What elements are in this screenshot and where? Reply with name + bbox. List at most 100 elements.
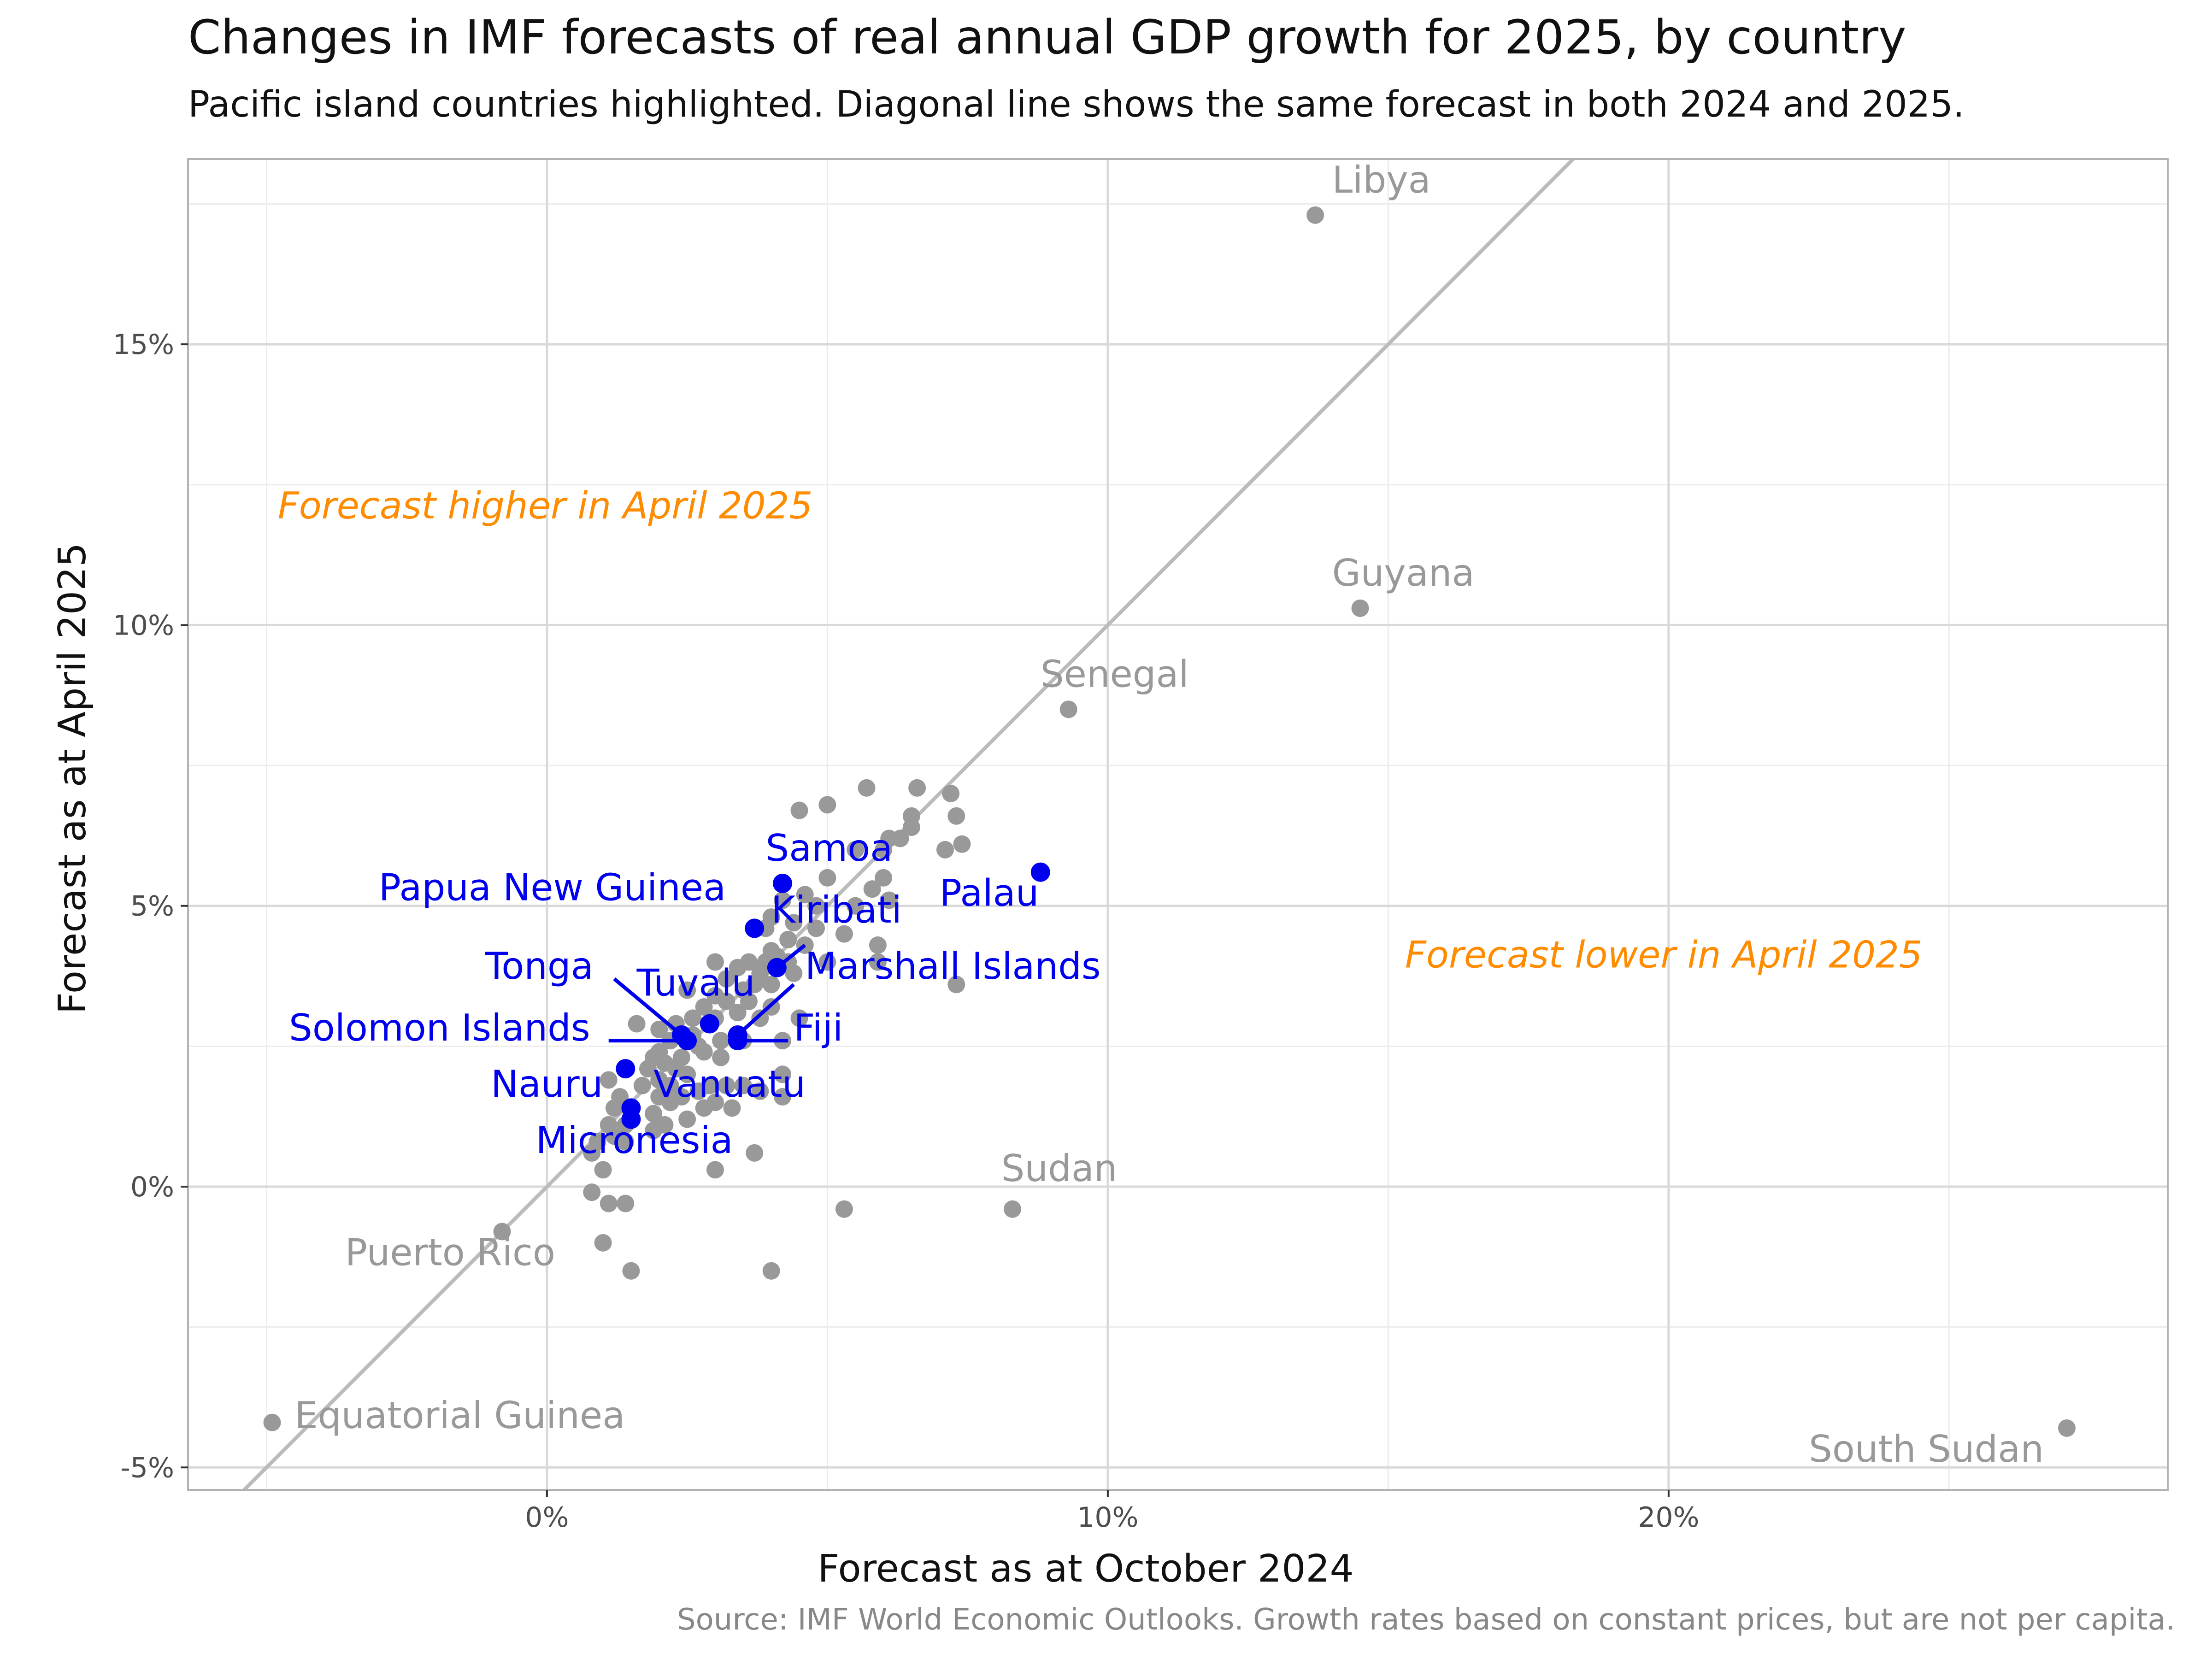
labeled-country-point [1306,206,1324,224]
country-point [947,976,965,994]
country-point [723,1099,741,1117]
labeled-country-point [1003,1200,1021,1218]
country-point [790,801,808,819]
country-point [751,1082,769,1100]
pacific-country-label: Papua New Guinea [379,866,726,909]
country-point [661,1094,679,1112]
country-point [953,835,971,853]
country-label: Libya [1332,159,1431,201]
country-point [633,1077,651,1094]
grid-lines [188,159,2168,1490]
country-point [706,953,724,971]
country-point [617,1194,635,1212]
country-point [908,779,926,797]
x-tick-label: 20% [1638,1501,1699,1534]
y-axis-title: Forecast as at April 2025 [51,543,94,1014]
country-point [774,891,792,909]
country-point [645,1105,663,1123]
y-tick-label: 10% [113,609,174,641]
country-point [628,1015,646,1033]
country-point [600,1194,618,1212]
country-point [869,936,887,954]
country-point [695,998,713,1016]
country-point [600,1071,618,1089]
annotations-layer: Forecast higher in April 2025 Forecast lo… [278,484,1923,977]
country-point [875,841,893,859]
country-point [818,953,836,971]
leader-line [613,977,683,1037]
country-point [785,914,803,932]
pacific-country-label: Solomon Islands [289,1006,590,1049]
pacific-country-point [677,1031,697,1051]
country-point [645,1122,663,1140]
pacific-countries-layer [616,862,1050,1129]
country-point [678,1110,696,1128]
country-point [847,841,865,859]
pacific-country-label: Palau [940,872,1039,915]
country-point [622,1262,640,1280]
country-point [678,1065,696,1083]
country-point [847,897,865,915]
country-point [818,869,836,887]
country-point [712,1032,730,1050]
country-point [594,1161,612,1179]
source-caption: Source: IMF World Economic Outlooks. Gro… [677,1603,2175,1637]
country-point [936,841,954,859]
country-point [835,1200,853,1218]
country-point [942,784,960,802]
country-label: Equatorial Guinea [294,1394,625,1437]
country-point [678,981,696,999]
y-tick-label: 15% [113,329,174,361]
chart-subtitle: Pacific island countries highlighted. Di… [188,84,1965,125]
pacific-country-label: Fiji [794,1006,843,1049]
country-point [583,1183,601,1201]
pacific-country-point [1030,862,1050,882]
country-point [880,891,898,909]
country-labels-layer: Libya Guyana Senegal Sudan Puerto Rico Equato… [289,159,2044,1471]
country-point [858,779,876,797]
country-point [661,1077,679,1094]
country-point [807,919,825,937]
country-point [835,925,853,943]
pacific-country-label: Kiribati [771,888,902,931]
country-point [902,818,920,836]
country-point [751,1009,769,1027]
pacific-country-point [767,958,787,977]
labeled-country-point [1351,599,1369,617]
labeled-country-point [263,1413,281,1431]
country-point [762,1262,780,1280]
pacific-country-label: Tonga [485,945,594,988]
country-point [605,1099,623,1117]
region-annotation: Forecast higher in April 2025 [278,484,813,527]
country-point [583,1144,601,1162]
country-point [863,880,881,898]
pacific-country-point [616,1059,635,1079]
country-point [740,992,758,1010]
country-point [718,970,735,988]
pacific-country-point [745,918,765,938]
labeled-country-point [493,1223,511,1241]
pacific-country-label: Micronesia [536,1119,733,1162]
pacific-country-point [621,1109,641,1129]
country-point [818,796,836,814]
country-point [790,1009,808,1027]
pacific-country-label: Tuvalu [636,962,755,1005]
x-axis-title: Forecast as at October 2024 [818,1547,1353,1591]
x-tick-label: 0% [525,1501,569,1534]
country-label: South Sudan [1809,1428,2044,1471]
country-point [734,1077,752,1094]
country-point [712,1048,730,1066]
labeled-country-point [1059,700,1077,718]
other-countries-layer [263,206,2076,1437]
country-point [695,1099,713,1117]
country-point [718,992,735,1010]
country-label: Puerto Rico [345,1231,555,1274]
country-point [718,1077,735,1094]
y-tick-label: 0% [130,1171,174,1203]
region-annotation: Forecast lower in April 2025 [1405,934,1923,977]
pacific-country-point [728,1031,747,1051]
country-point [650,1020,668,1038]
y-tick-label: -5% [120,1452,174,1484]
country-point [617,1133,635,1151]
